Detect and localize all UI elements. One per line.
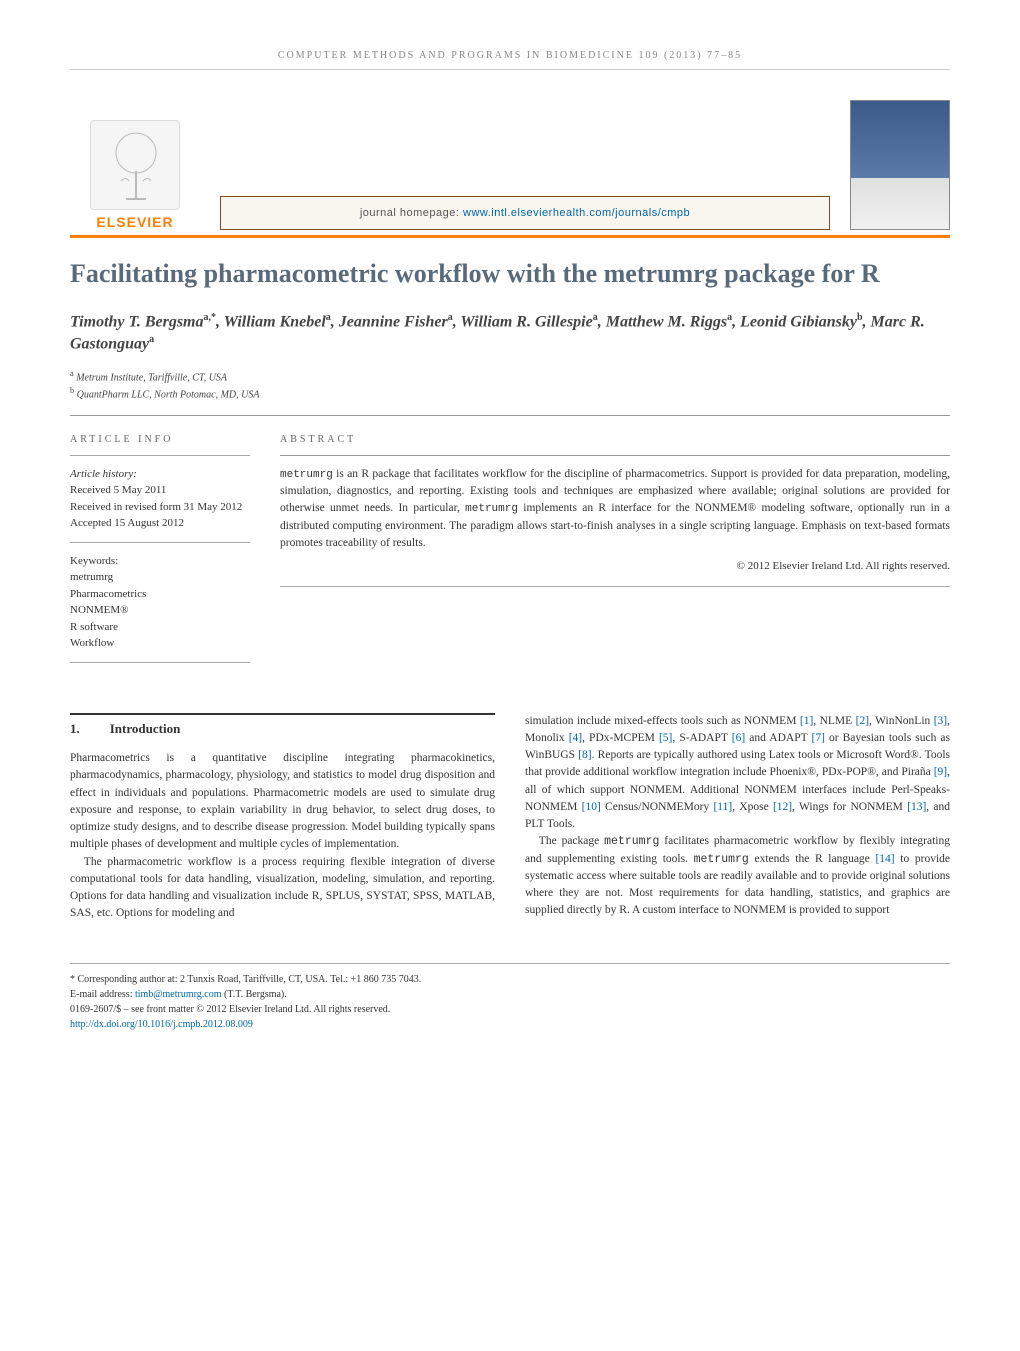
elsevier-logo: ELSEVIER <box>70 100 200 230</box>
keywords-label: Keywords: <box>70 553 250 570</box>
keyword: R software <box>70 619 250 636</box>
homepage-label: journal homepage: <box>360 207 463 219</box>
article-info-label: ARTICLE INFO <box>70 434 250 445</box>
author-list: Timothy T. Bergsmaa,*, William Knebela, … <box>70 311 950 356</box>
journal-cover-thumbnail <box>850 100 950 230</box>
issn-line: 0169-2607/$ – see front matter © 2012 El… <box>70 1002 950 1017</box>
copyright-line: © 2012 Elsevier Ireland Ltd. All rights … <box>280 560 950 572</box>
history-revised: Received in revised form 31 May 2012 <box>70 499 250 516</box>
affiliations: a Metrum Institute, Tariffville, CT, USA… <box>70 368 950 403</box>
affiliation-b: b QuantPharm LLC, North Potomac, MD, USA <box>70 385 950 402</box>
email-paren: (T.T. Bergsma). <box>222 989 287 1000</box>
body-paragraph: Pharmacometrics is a quantitative discip… <box>70 750 495 854</box>
homepage-link[interactable]: www.intl.elsevierhealth.com/journals/cmp… <box>463 207 690 219</box>
abstract-text: metrumrg is an R package that facilitate… <box>280 466 950 553</box>
history-accepted: Accepted 15 August 2012 <box>70 515 250 532</box>
history-received: Received 5 May 2011 <box>70 482 250 499</box>
elsevier-wordmark: ELSEVIER <box>96 214 173 230</box>
abstract-block: ABSTRACT metrumrg is an R package that f… <box>280 434 950 673</box>
keyword: Workflow <box>70 635 250 652</box>
article-history: Article history: Received 5 May 2011 Rec… <box>70 466 250 532</box>
keywords-block: Keywords: metrumrg Pharmacometrics NONME… <box>70 553 250 652</box>
divider-rule <box>70 415 950 416</box>
paper-title: Facilitating pharmacometric workflow wit… <box>70 258 950 291</box>
section-heading: 1. Introduction <box>70 713 495 739</box>
email-line: E-mail address: timb@metrumrg.com (T.T. … <box>70 987 950 1002</box>
corresponding-author: * Corresponding author at: 2 Tunxis Road… <box>70 972 950 987</box>
body-paragraph: simulation include mixed-effects tools s… <box>525 713 950 834</box>
article-info-sidebar: ARTICLE INFO Article history: Received 5… <box>70 434 250 673</box>
email-link[interactable]: timb@metrumrg.com <box>135 989 222 1000</box>
article-info-row: ARTICLE INFO Article history: Received 5… <box>70 434 950 673</box>
body-columns: 1. Introduction Pharmacometrics is a qua… <box>70 713 950 923</box>
elsevier-tree-icon <box>90 120 180 210</box>
keyword: metrumrg <box>70 569 250 586</box>
keyword: Pharmacometrics <box>70 586 250 603</box>
footer-block: * Corresponding author at: 2 Tunxis Road… <box>70 963 950 1032</box>
affiliation-a: a Metrum Institute, Tariffville, CT, USA <box>70 368 950 385</box>
email-label: E-mail address: <box>70 989 135 1000</box>
body-paragraph: The pharmacometric workflow is a process… <box>70 854 495 923</box>
keyword: NONMEM® <box>70 602 250 619</box>
section-number: 1. <box>70 719 80 739</box>
journal-homepage-box: journal homepage: www.intl.elsevierhealt… <box>220 196 830 230</box>
doi-link[interactable]: http://dx.doi.org/10.1016/j.cmpb.2012.08… <box>70 1019 253 1030</box>
body-paragraph: The package metrumrg facilitates pharmac… <box>525 833 950 919</box>
running-header: COMPUTER METHODS AND PROGRAMS IN BIOMEDI… <box>70 50 950 70</box>
orange-rule <box>70 235 950 238</box>
body-column-right: simulation include mixed-effects tools s… <box>525 713 950 923</box>
abstract-label: ABSTRACT <box>280 434 950 445</box>
publisher-header: ELSEVIER journal homepage: www.intl.else… <box>70 100 950 230</box>
section-title: Introduction <box>110 719 181 739</box>
body-column-left: 1. Introduction Pharmacometrics is a qua… <box>70 713 495 923</box>
history-label: Article history: <box>70 466 250 483</box>
